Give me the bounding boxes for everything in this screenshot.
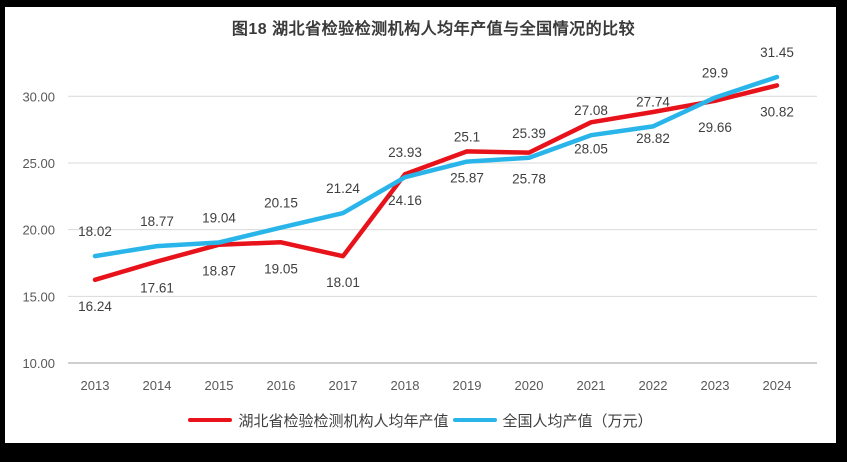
- line-chart-plot: 10.00 15.00 20.00 25.00 30.00 2013 2014 2015 201…: [22, 45, 817, 393]
- legend-label-national: 全国人均产值（万元）: [502, 412, 653, 430]
- x-tick-label: 2018: [391, 378, 420, 393]
- x-tick-label: 2013: [81, 378, 110, 393]
- x-tick-label: 2016: [267, 378, 296, 393]
- x-tick-label: 2021: [577, 378, 606, 393]
- data-label: 21.24: [326, 181, 360, 196]
- x-tick-label: 2024: [763, 378, 792, 393]
- data-label: 20.15: [264, 196, 298, 211]
- data-label: 31.45: [760, 45, 794, 60]
- x-tick-label: 2019: [453, 378, 482, 393]
- series-line-1: [92, 74, 780, 259]
- data-label: 24.16: [388, 193, 422, 208]
- legend-label-hubei: 湖北省检验检测机构人均年产值: [238, 412, 449, 430]
- x-tick-label: 2022: [639, 378, 668, 393]
- data-label: 28.05: [574, 141, 608, 156]
- chart-legend: 湖北省检验检测机构人均年产值 全国人均产值（万元）: [5, 409, 836, 431]
- data-label: 18.02: [78, 224, 112, 239]
- x-tick-label: 2014: [143, 378, 172, 393]
- data-label: 18.01: [326, 275, 360, 290]
- y-tick-label: 20.00: [22, 223, 55, 238]
- data-label: 29.66: [698, 120, 732, 135]
- x-tick-label: 2020: [515, 378, 544, 393]
- data-label: 25.87: [450, 170, 484, 185]
- y-tick-label: 30.00: [22, 89, 55, 104]
- data-label: 23.93: [388, 145, 422, 160]
- data-label: 30.82: [760, 104, 794, 119]
- y-tick-label: 15.00: [22, 289, 55, 304]
- x-tick-label: 2015: [205, 378, 234, 393]
- x-tick-label: 2023: [701, 378, 730, 393]
- data-label: 27.74: [636, 94, 670, 109]
- data-label: 29.9: [702, 66, 728, 81]
- chart-area: 图18 湖北省检验检测机构人均年产值与全国情况的比较 10.00 15.00 20.…: [5, 7, 836, 443]
- x-tick-label: 2017: [329, 378, 358, 393]
- chart-title: 图18 湖北省检验检测机构人均年产值与全国情况的比较: [231, 21, 636, 38]
- data-label: 27.08: [574, 103, 608, 118]
- data-label: 25.39: [512, 126, 546, 141]
- legend-swatch-hubei-icon: [188, 418, 233, 422]
- legend-item-national: 全国人均产值（万元）: [452, 410, 653, 431]
- legend-item-hubei: 湖北省检验检测机构人均年产值: [188, 410, 449, 431]
- data-label: 28.82: [636, 131, 670, 146]
- data-label: 18.77: [140, 214, 174, 229]
- series-line-0: [92, 83, 780, 283]
- data-label: 19.05: [264, 261, 298, 276]
- data-label: 18.87: [202, 264, 236, 279]
- data-label: 17.61: [140, 281, 174, 296]
- data-label: 19.04: [202, 210, 236, 225]
- data-label: 16.24: [78, 299, 112, 314]
- y-tick-label: 10.00: [22, 356, 55, 371]
- data-label: 25.78: [512, 172, 546, 187]
- data-label: 25.1: [454, 130, 480, 145]
- y-tick-label: 25.00: [22, 156, 55, 171]
- legend-swatch-national-icon: [452, 418, 497, 422]
